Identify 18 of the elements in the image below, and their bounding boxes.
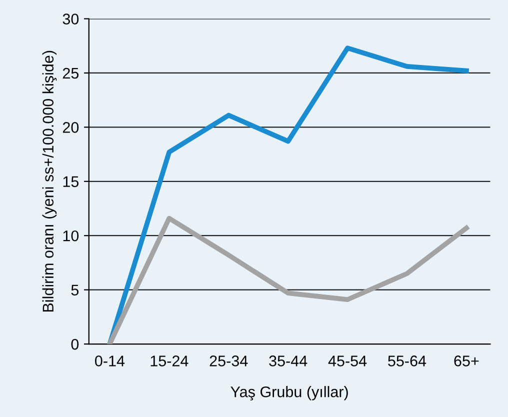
y-tick-label: 0 [71,338,79,350]
y-tick-label: 10 [63,230,79,242]
y-tick-label: 25 [62,68,79,79]
x-tick-label: 55-64 [388,356,426,366]
line-series [107,46,469,344]
x-axis-title: Yaş Grubu (yıllar) [230,386,348,400]
y-tick-label: 20 [62,122,79,133]
x-tick-label: 25-34 [210,356,248,366]
y-tick-label: 30 [62,14,79,24]
y-tick-label: 5 [71,284,79,296]
y-tick-label: 15 [63,176,79,188]
x-tick-label: 45-54 [328,356,367,366]
line-series [107,216,469,344]
y-axis-title: Bildirim oranı (yeni ss+/100.000 kişide) [42,50,57,312]
x-tick-label: 0-14 [95,356,125,366]
x-tick-label: 35-44 [269,356,308,366]
x-tick-label: 65+ [454,356,479,366]
x-tick-label: 15-24 [150,356,188,366]
